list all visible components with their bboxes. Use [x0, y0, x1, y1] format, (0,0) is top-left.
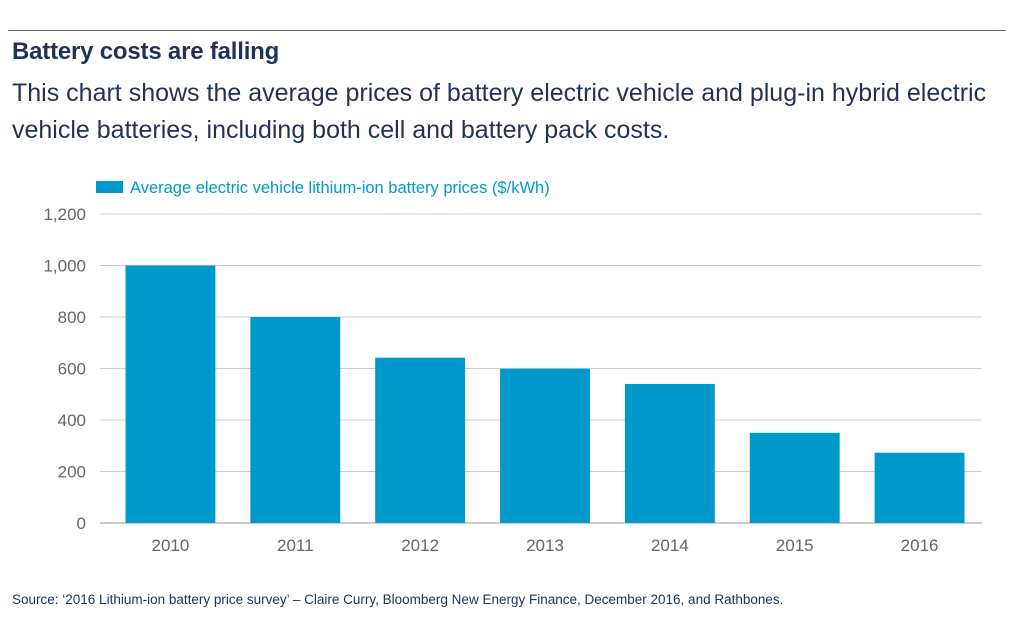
chart-subtitle: This chart shows the average prices of b…: [12, 79, 987, 144]
y-axis-ticks: 0 200 400 600 800 1,000 1,200: [43, 205, 86, 533]
x-tick-label: 2010: [152, 536, 190, 555]
legend-label: Average electric vehicle lithium-ion bat…: [130, 179, 550, 197]
bar-2013: [500, 368, 590, 523]
y-tick-label: 800: [58, 308, 86, 327]
top-divider: [8, 30, 1006, 31]
bar-2010: [125, 265, 216, 523]
x-tick-label: 2015: [776, 536, 814, 555]
bars: [125, 265, 965, 523]
x-axis-ticks: 2010 2011 2012 2013 2014 2015 2016: [152, 536, 939, 555]
x-tick-label: 2016: [901, 536, 939, 555]
x-tick-label: 2012: [401, 536, 439, 555]
bar-2014: [624, 383, 715, 523]
x-tick-label: 2013: [526, 536, 564, 555]
y-tick-label: 600: [58, 360, 86, 379]
y-tick-label: 1,000: [43, 257, 86, 276]
bar-2011: [250, 317, 341, 523]
legend: Average electric vehicle lithium-ion bat…: [96, 179, 550, 197]
x-tick-label: 2011: [277, 536, 314, 555]
y-tick-label: 1,200: [43, 205, 86, 224]
source-note: Source: ‘2016 Lithium-ion battery price …: [12, 592, 784, 607]
y-tick-label: 200: [58, 463, 86, 482]
bar-2012: [375, 357, 466, 523]
y-tick-label: 400: [58, 411, 86, 430]
bar-2015: [749, 432, 840, 523]
x-tick-label: 2014: [651, 536, 689, 555]
legend-swatch: [96, 181, 123, 193]
bar-2016: [874, 452, 965, 523]
y-tick-label: 0: [77, 514, 86, 533]
chart-title: Battery costs are falling: [12, 38, 280, 65]
